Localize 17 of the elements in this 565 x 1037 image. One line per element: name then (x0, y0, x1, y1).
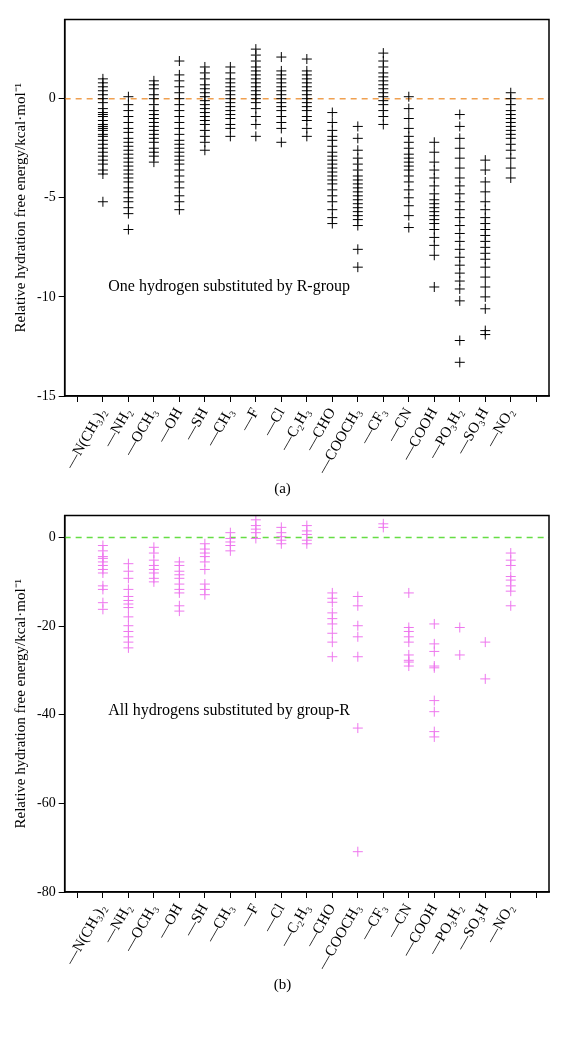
y-tick-label: -10 (36, 288, 56, 304)
y-axis-title: Relative hydration free energy/kcal·mol⁻¹ (11, 82, 28, 333)
y-axis-title: Relative hydration free energy/kcal·mol⁻¹ (11, 578, 28, 829)
y-tick-label: 0 (48, 529, 56, 545)
y-tick-label: 0 (48, 90, 56, 106)
y-tick-label: -5 (43, 189, 56, 205)
text: (a) (273, 480, 292, 498)
y-tick-label: -15 (36, 387, 56, 403)
y-tick-label: -80 (36, 883, 56, 899)
text: (b) (272, 976, 293, 994)
y-tick-label: -40 (36, 706, 56, 722)
y-tick-label: -60 (36, 795, 56, 811)
annotation: One hydrogen substituted by R-group (108, 276, 350, 295)
annotation: All hydrogens substituted by group-R (108, 701, 351, 720)
y-tick-label: -20 (36, 617, 56, 633)
x-tick-label: —F (235, 404, 262, 435)
x-tick-label: —F (235, 900, 262, 931)
